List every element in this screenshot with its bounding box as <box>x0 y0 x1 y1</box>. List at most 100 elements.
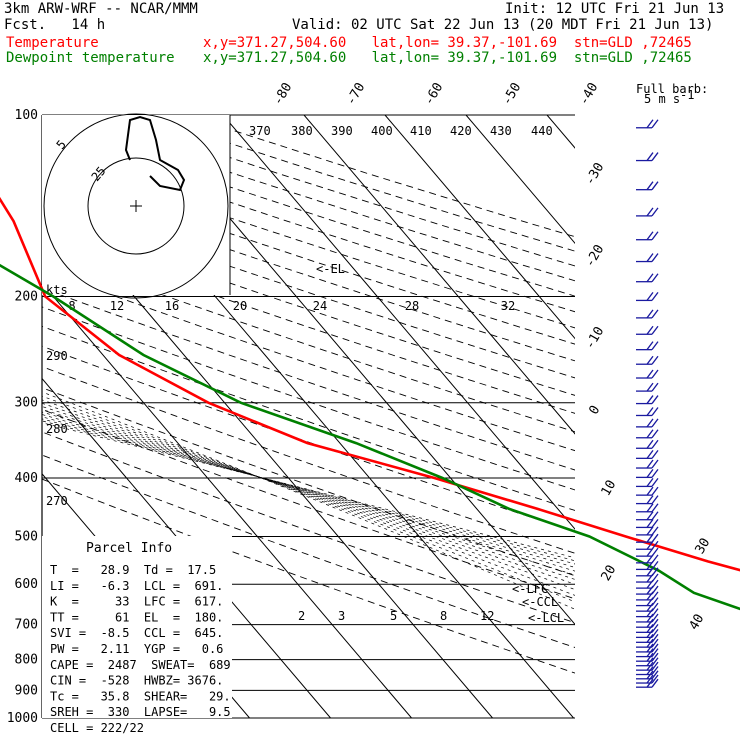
wind-barb <box>636 439 659 449</box>
parcel-info-row: SREH = 330 LAPSE= 9.5 <box>50 705 231 719</box>
barb-legend: -1 <box>680 88 694 102</box>
forecast-hour: Fcst. 14 h <box>4 17 106 33</box>
wind-barb <box>636 628 659 639</box>
parcel-info-row: K = 33 LFC = 617. <box>50 595 223 609</box>
temperature-tick-label: 20 <box>599 563 620 584</box>
mixing-ratio-label: 3 <box>338 609 345 623</box>
theta-label: 290 <box>46 349 68 363</box>
wind-barb <box>636 657 659 667</box>
wind-barb <box>636 623 659 633</box>
pressure-tick-label: 400 <box>15 471 38 486</box>
pressure-tick-label: 800 <box>15 653 38 668</box>
pressure-tick-label: 700 <box>15 618 38 633</box>
moist-adiabat <box>42 402 575 590</box>
wind-barb <box>636 395 659 405</box>
temperature-tick-label: -10 <box>583 324 608 352</box>
hodograph-speed-label: 8 <box>68 299 75 313</box>
mixing-ratio-label: 2 <box>298 609 305 623</box>
isotherm <box>42 377 331 718</box>
pressure-tick-label: 100 <box>15 108 38 123</box>
pressure-tick-label: 600 <box>15 577 38 592</box>
parcel-info-row: PW = 2.11 YGP = 0.6 <box>50 642 223 656</box>
dewpoint-legend: Dewpoint temperature <box>6 50 175 66</box>
theta-label: 380 <box>291 124 313 138</box>
wind-barb <box>636 418 659 428</box>
theta-label: 400 <box>371 124 393 138</box>
moist-adiabat <box>42 399 575 596</box>
mixing-ratio-label: 12 <box>480 609 494 623</box>
level-marker: <-LFC <box>512 582 548 596</box>
wind-barb <box>636 181 659 191</box>
parcel-info-bg <box>42 536 232 718</box>
wind-barb <box>636 533 659 543</box>
wind-barb <box>636 643 659 653</box>
theta-label: 280 <box>46 422 68 436</box>
wind-barb <box>636 638 659 648</box>
wind-barb <box>636 231 659 241</box>
dry-adiabat <box>42 325 575 511</box>
parcel-info-row: CIN = -528 HWBZ= 3676. <box>50 674 223 688</box>
wind-barb <box>636 547 659 557</box>
wind-barb <box>636 678 659 688</box>
theta-label: 390 <box>331 124 353 138</box>
wind-barb <box>636 526 659 536</box>
wind-barb <box>636 478 659 488</box>
level-marker: <-EL <box>316 262 345 276</box>
model-title: 3km ARW-WRF -- NCAR/MMM <box>4 1 198 17</box>
isotherm <box>384 115 575 340</box>
theta-label: 370 <box>249 124 271 138</box>
dry-adiabat <box>42 287 575 471</box>
theta-label: 420 <box>450 124 472 138</box>
temperature-tick-label: -70 <box>344 80 369 108</box>
temperature-tick-label: 40 <box>687 612 708 633</box>
wind-barb <box>636 407 659 417</box>
dry-adiabat <box>42 217 575 396</box>
wind-barb <box>636 309 659 319</box>
level-marker: <-CCL <box>522 595 558 609</box>
moist-adiabat <box>42 420 575 562</box>
pressure-tick-label: 300 <box>15 396 38 411</box>
mixing-ratio-label: 5 <box>390 609 397 623</box>
hodograph-ring <box>43 113 229 299</box>
temperature-location: x,y=371.27,504.60 lat,lon= 39.37,-101.69… <box>203 35 692 51</box>
wind-barb <box>636 519 659 529</box>
temperature-tick-label: -30 <box>583 160 608 188</box>
hodograph-speed-label: 16 <box>165 299 179 313</box>
pressure-tick-label: 900 <box>15 683 38 698</box>
wind-barb <box>636 661 659 671</box>
dry-adiabat <box>184 115 575 238</box>
temperature-tick-label: 10 <box>599 478 620 499</box>
parcel-info-row: Tc = 35.8 SHEAR= 29. <box>50 689 231 703</box>
wind-barb <box>636 486 659 496</box>
parcel-info-row: T = 28.9 Td = 17.5 <box>50 563 216 577</box>
parcel-info-row: LI = -6.3 LCL = 691. <box>50 579 223 593</box>
hodograph-unit-label: kts <box>46 283 68 297</box>
wind-barb <box>636 666 659 676</box>
hodograph-speed-label: 20 <box>233 299 247 313</box>
temperature-legend: Temperature <box>6 35 99 51</box>
wind-barb <box>636 597 659 607</box>
wind-barb <box>636 459 659 469</box>
wind-barb <box>636 152 659 162</box>
dry-adiabat <box>42 306 575 491</box>
isotherm <box>42 282 412 718</box>
barb-legend: 5 m s <box>644 92 680 106</box>
theta-label: 440 <box>531 124 553 138</box>
dry-adiabat <box>42 408 575 600</box>
wind-barb <box>636 618 659 628</box>
isotherm <box>303 115 575 435</box>
dry-adiabat <box>42 478 575 674</box>
wind-barb <box>636 670 659 680</box>
parcel-info-row: SVI = -8.5 CCL = 645. <box>50 626 223 640</box>
pressure-tick-label: 1000 <box>7 711 38 726</box>
wind-barb <box>636 613 659 623</box>
wind-barb <box>636 511 659 521</box>
hodograph-ring <box>87 157 185 255</box>
temperature-tick-label: -60 <box>422 80 447 108</box>
hodograph <box>42 113 231 299</box>
wind-barb <box>636 429 659 439</box>
temperature-profile <box>0 196 740 572</box>
moist-adiabat <box>42 414 575 572</box>
isotherm <box>222 115 575 530</box>
pressure-tick-label: 500 <box>15 529 38 544</box>
